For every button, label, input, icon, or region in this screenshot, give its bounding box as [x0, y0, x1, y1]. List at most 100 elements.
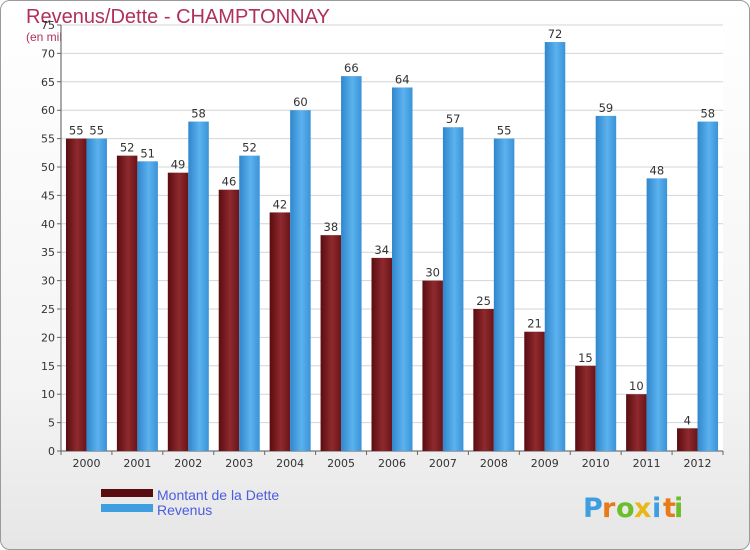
value-label-revenus-2009: 72	[548, 27, 563, 41]
logo-letter-0: P	[583, 493, 603, 524]
bar-revenus-2009	[544, 42, 566, 451]
legend-swatch-revenus	[101, 504, 153, 512]
bar-revenus-2005	[341, 76, 362, 452]
x-tick-label-2009: 2009	[531, 457, 559, 470]
legend: Montant de la Dette Revenus	[101, 487, 279, 518]
x-tick-label-2003: 2003	[225, 457, 253, 470]
bar-revenus-2000	[86, 138, 107, 451]
value-label-revenus-2003: 52	[242, 141, 257, 155]
y-tick-label-20: 20	[41, 331, 55, 344]
value-label-dette-2011: 10	[629, 379, 644, 393]
y-tick-label-45: 45	[41, 189, 55, 202]
y-tick-label-50: 50	[41, 161, 55, 174]
bar-revenus-2004	[290, 110, 311, 451]
bar-dette-2004	[269, 212, 291, 451]
value-label-dette-2003: 46	[222, 175, 237, 189]
bar-revenus-2010	[595, 115, 617, 451]
value-label-dette-2008: 25	[476, 294, 491, 308]
x-tick-label-2007: 2007	[429, 457, 457, 470]
y-tick-label-10: 10	[41, 388, 55, 401]
bar-dette-2010	[575, 365, 596, 451]
value-label-dette-2002: 49	[171, 158, 186, 172]
bar-revenus-2001	[137, 161, 158, 451]
logo-letter-3: x	[634, 493, 651, 524]
logo-letter-4: i	[652, 493, 661, 524]
bar-dette-2000	[65, 138, 87, 451]
y-axis-ticks: 0 5 10 15 20 25 30 35 40 45 50 55 60 65 70 75	[41, 19, 61, 458]
value-label-dette-2000: 55	[69, 124, 84, 138]
x-tick-label-2001: 2001	[123, 457, 151, 470]
logo-letter-1: r	[602, 493, 616, 524]
value-labels: 55 55 52 51 49 58 46 52 42 60 38 66 34 64 30 57 25 55 21 72…	[69, 27, 715, 427]
x-axis-ticks: 2000 2001 2002 2003 2004 2005 2006 2007 2008 2009…	[60, 451, 724, 470]
legend-label-revenus: Revenus	[157, 502, 212, 518]
bar-dette-2001	[116, 155, 138, 451]
bar-dette-2011	[626, 394, 647, 451]
value-label-dette-2010: 15	[578, 351, 593, 365]
value-label-dette-2006: 34	[374, 243, 389, 257]
x-tick-label-2005: 2005	[327, 457, 355, 470]
y-tick-label-25: 25	[41, 303, 55, 316]
bar-dette-2012	[677, 428, 698, 451]
legend-label-dette: Montant de la Dette	[157, 487, 279, 503]
value-label-revenus-2007: 57	[446, 112, 461, 126]
value-label-revenus-2001: 51	[140, 146, 155, 160]
x-tick-label-2000: 2000	[72, 457, 100, 470]
value-label-dette-2012: 4	[684, 413, 691, 427]
value-label-revenus-2010: 59	[599, 101, 614, 115]
bar-dette-2009	[524, 331, 545, 451]
bar-revenus-2011	[646, 178, 668, 452]
value-label-dette-2009: 21	[527, 317, 542, 331]
y-tick-label-5: 5	[48, 417, 55, 430]
value-label-revenus-2004: 60	[293, 95, 308, 109]
value-label-dette-2001: 52	[120, 141, 135, 155]
y-tick-label-30: 30	[41, 275, 55, 288]
value-label-revenus-2000: 55	[89, 124, 104, 138]
bar-dette-2007	[422, 280, 443, 451]
chart-title: Revenus/Dette - CHAMPTONNAY	[26, 6, 330, 28]
value-label-revenus-2006: 64	[395, 72, 410, 86]
legend-swatch-dette	[101, 489, 153, 497]
value-label-revenus-2012: 58	[700, 107, 715, 121]
value-label-revenus-2002: 58	[191, 107, 206, 121]
y-tick-label-65: 65	[41, 76, 55, 89]
bar-revenus-2008	[493, 138, 515, 451]
logo-letter-6: i	[674, 493, 683, 524]
value-label-dette-2005: 38	[324, 220, 339, 234]
bar-revenus-2006	[392, 87, 413, 451]
bar-dette-2006	[371, 257, 392, 451]
x-tick-label-2004: 2004	[276, 457, 304, 470]
value-label-revenus-2005: 66	[344, 61, 359, 75]
bar-dette-2005	[320, 235, 342, 451]
y-tick-label-75: 75	[41, 19, 55, 32]
y-tick-label-55: 55	[41, 133, 55, 146]
x-tick-label-2011: 2011	[633, 457, 661, 470]
bar-dette-2003	[218, 189, 240, 451]
bar-revenus-2007	[442, 127, 464, 452]
bar-revenus-2003	[239, 155, 260, 451]
bar-revenus-2012	[697, 121, 719, 451]
y-tick-label-40: 40	[41, 218, 55, 231]
value-label-dette-2004: 42	[273, 197, 288, 211]
bar-dette-2002	[167, 172, 189, 451]
x-tick-label-2002: 2002	[174, 457, 202, 470]
y-tick-label-15: 15	[41, 360, 55, 373]
x-tick-label-2010: 2010	[582, 457, 610, 470]
logo-letter-2: o	[616, 493, 635, 524]
value-label-revenus-2008: 55	[497, 124, 512, 138]
x-tick-label-2012: 2012	[684, 457, 712, 470]
logo-letter-5: t	[663, 493, 676, 524]
y-tick-label-35: 35	[41, 246, 55, 259]
x-tick-label-2008: 2008	[480, 457, 508, 470]
bar-revenus-2002	[188, 121, 209, 451]
bar-dette-2008	[473, 309, 494, 451]
y-tick-label-60: 60	[41, 104, 55, 117]
value-label-dette-2007: 30	[425, 266, 440, 280]
value-label-revenus-2011: 48	[650, 163, 665, 177]
bars	[65, 42, 719, 452]
y-tick-label-70: 70	[41, 47, 55, 60]
y-tick-label-0: 0	[48, 445, 55, 458]
